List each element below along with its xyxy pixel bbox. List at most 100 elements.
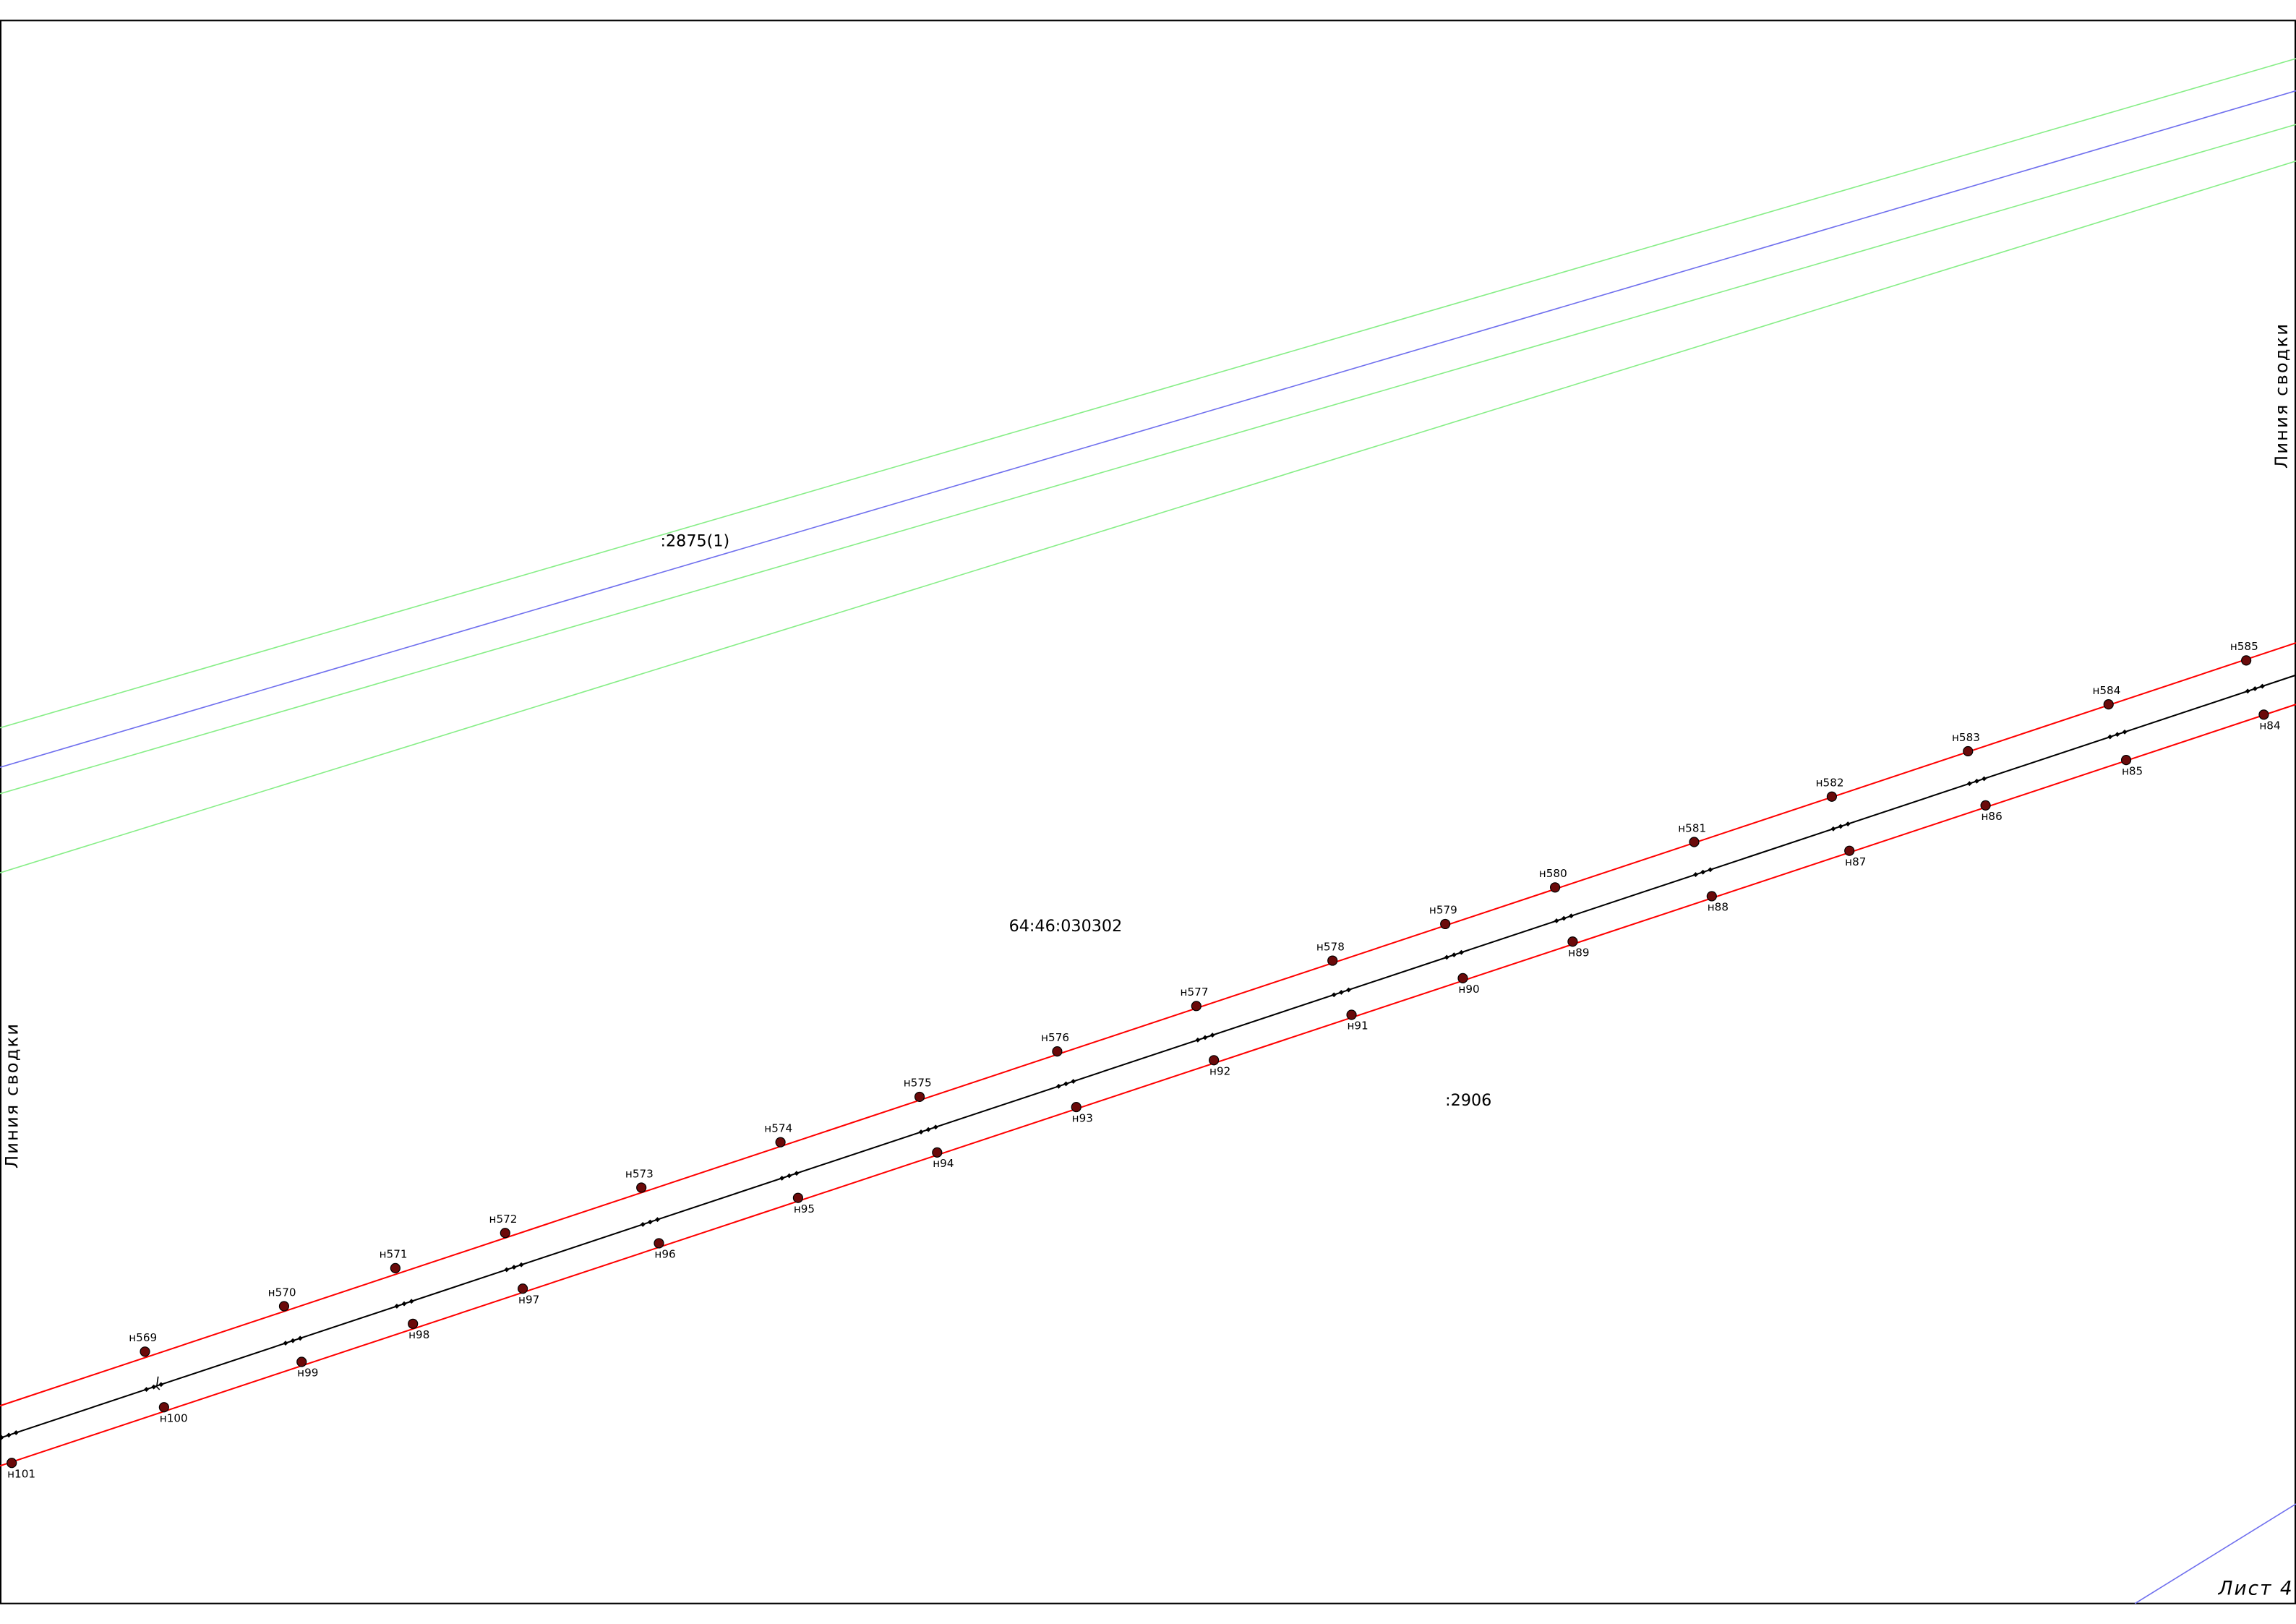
axis-marker bbox=[408, 1299, 414, 1304]
axis-marker bbox=[1071, 1079, 1076, 1084]
boundary-point-marker bbox=[408, 1318, 419, 1329]
lower-boundary-line bbox=[0, 704, 2296, 1467]
axis-marker bbox=[518, 1262, 524, 1268]
axis-marker bbox=[1444, 954, 1449, 960]
boundary-point-label: н88 bbox=[1708, 901, 1729, 914]
axis-marker bbox=[2245, 688, 2250, 694]
boundary-point-marker bbox=[390, 1262, 400, 1273]
axis-marker bbox=[1830, 826, 1836, 832]
boundary-point-marker bbox=[140, 1346, 150, 1357]
parcel-label-south: :2906 bbox=[1445, 1091, 1491, 1110]
axis-marker bbox=[2107, 734, 2113, 740]
boundary-point-label: н90 bbox=[1458, 983, 1479, 996]
lower-boundary-points: н101 н100 н99 н98 н97 н96 н95 н94 н93 н92 н91 н90 н8… bbox=[7, 709, 2281, 1480]
boundary-point-label: н581 bbox=[1678, 821, 1706, 834]
boundary-point-marker bbox=[1550, 882, 1561, 893]
boundary-point-marker bbox=[2258, 709, 2269, 720]
axis-marker bbox=[1195, 1037, 1201, 1043]
boundary-point-marker bbox=[1457, 973, 1468, 983]
boundary-point-marker bbox=[1689, 837, 1700, 847]
boundary-point-marker bbox=[1191, 1001, 1201, 1012]
boundary-point-label: н582 bbox=[1816, 777, 1844, 790]
boundary-point-marker bbox=[1209, 1055, 1220, 1066]
axis-marker bbox=[1554, 918, 1559, 923]
existing-boundaries bbox=[0, 58, 2296, 1604]
axis-marker bbox=[794, 1171, 800, 1176]
boundary-point-label: н584 bbox=[2092, 684, 2120, 697]
axis-marker bbox=[511, 1265, 517, 1270]
axis-marker bbox=[283, 1341, 288, 1346]
axis-line bbox=[0, 674, 2296, 1439]
axis-marker bbox=[1693, 872, 1698, 877]
boundary-point-marker bbox=[2241, 655, 2252, 666]
axis-marker bbox=[655, 1217, 660, 1223]
axis-marker bbox=[779, 1176, 785, 1181]
boundary-point-label: н89 bbox=[1568, 946, 1589, 959]
axis-marker bbox=[1568, 913, 1574, 919]
boundary-point-label: н95 bbox=[794, 1202, 815, 1215]
axis-marker bbox=[1202, 1035, 1208, 1040]
boundary-point-label: н585 bbox=[2230, 640, 2258, 653]
axis-marker bbox=[1982, 776, 1987, 782]
block-number-label: 64:46:030302 bbox=[1009, 917, 1123, 936]
axis-tick bbox=[155, 1376, 160, 1390]
boundary-point-marker bbox=[1071, 1101, 1081, 1113]
boundary-point-marker bbox=[296, 1356, 307, 1367]
axis-marker bbox=[394, 1303, 400, 1309]
axis-marker bbox=[1708, 867, 1713, 873]
boundary-point-marker bbox=[1826, 791, 1838, 802]
boundary-point-marker bbox=[500, 1228, 510, 1239]
existing-boundary-line bbox=[0, 90, 2296, 769]
axis-marker bbox=[933, 1124, 938, 1130]
boundary-point-marker bbox=[1980, 800, 1991, 811]
boundary-point-marker bbox=[1844, 845, 1855, 856]
boundary-point-label: н578 bbox=[1316, 940, 1345, 953]
boundary-point-label: н84 bbox=[2259, 719, 2280, 732]
boundary-point-label: н92 bbox=[1209, 1065, 1230, 1078]
axis-marker bbox=[787, 1173, 792, 1179]
sheet-frame bbox=[0, 20, 2296, 1604]
axis-marker bbox=[1838, 824, 1843, 829]
boundary-point-label: н99 bbox=[297, 1367, 318, 1380]
axis-marker bbox=[2122, 729, 2128, 735]
axis-marker bbox=[1338, 989, 1344, 995]
boundary-point-marker bbox=[2120, 755, 2132, 766]
boundary-point-marker bbox=[914, 1091, 925, 1102]
sheet-number: Лист 4 bbox=[2218, 1578, 2294, 1599]
boundary-point-marker bbox=[158, 1402, 169, 1413]
boundary-point-marker bbox=[1963, 745, 1974, 757]
boundary-point-label: н86 bbox=[1982, 810, 2002, 823]
axis-marker bbox=[504, 1267, 510, 1273]
axis-marker bbox=[401, 1301, 407, 1307]
existing-boundary-line bbox=[0, 124, 2296, 795]
boundary-point-label: н572 bbox=[489, 1213, 518, 1226]
boundary-point-label: н580 bbox=[1539, 867, 1567, 880]
axis-marker bbox=[1966, 781, 1972, 787]
boundary-point-marker bbox=[636, 1182, 647, 1193]
parcel-label-north: :2875(1) bbox=[661, 531, 730, 550]
seam-label-right: Линия сводки bbox=[2271, 322, 2292, 469]
seam-label-left: Линия сводки bbox=[1, 1022, 22, 1168]
boundary-point-marker bbox=[775, 1137, 786, 1148]
boundary-point-label: н91 bbox=[1347, 1020, 1368, 1033]
axis-marker bbox=[1845, 821, 1851, 826]
boundary-point-label: н575 bbox=[904, 1077, 932, 1090]
axis-marker bbox=[2259, 683, 2265, 689]
axis-marker bbox=[1331, 992, 1337, 998]
axis-marker bbox=[144, 1387, 149, 1392]
boundary-point-label: н87 bbox=[1845, 855, 1866, 868]
axis-marker bbox=[647, 1219, 653, 1225]
boundary-point-marker bbox=[1440, 918, 1451, 930]
axis-marker bbox=[2115, 732, 2120, 738]
boundary-point-marker bbox=[1346, 1009, 1357, 1020]
axis-marker bbox=[13, 1429, 19, 1435]
boundary-point-marker bbox=[1327, 955, 1338, 966]
existing-boundary-line bbox=[2134, 1503, 2296, 1604]
boundary-point-label: н577 bbox=[1181, 986, 1209, 999]
boundary-point-label: н579 bbox=[1429, 904, 1457, 917]
axis-marker bbox=[2252, 686, 2258, 691]
boundary-point-marker bbox=[1052, 1046, 1063, 1057]
boundary-point-marker bbox=[1706, 891, 1717, 902]
axis-marker bbox=[1974, 778, 1979, 784]
